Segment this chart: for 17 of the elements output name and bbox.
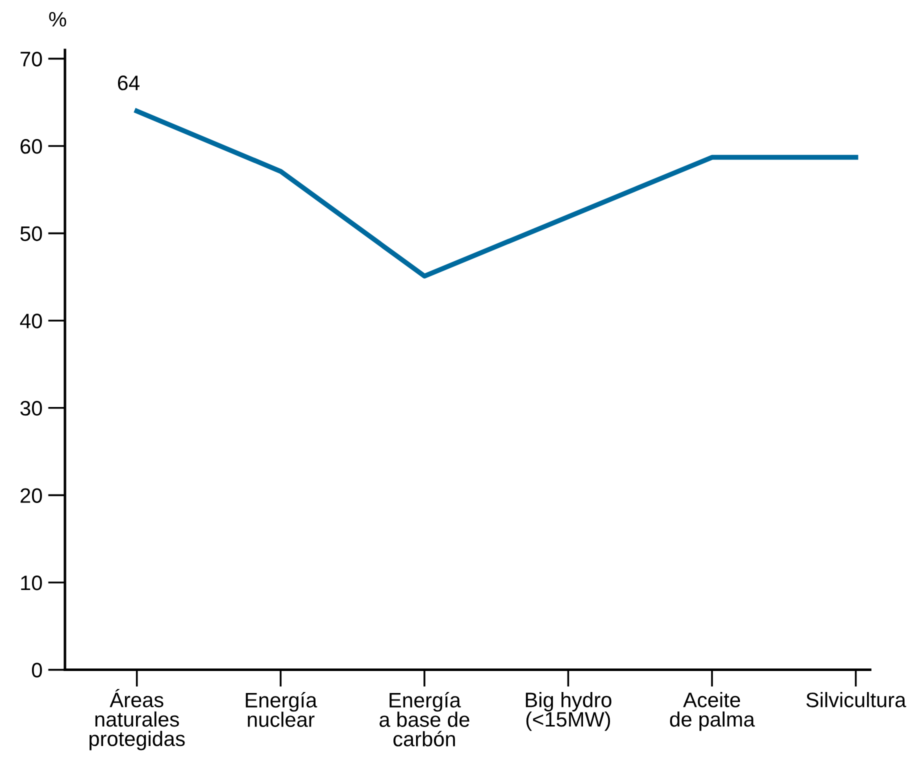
y-tick-label: 60 xyxy=(20,139,42,154)
y-tick-label: 10 xyxy=(21,576,42,590)
data-label: 64 xyxy=(118,76,140,90)
y-tick-label: 50 xyxy=(20,226,42,242)
x-tick-label: Silvicultura xyxy=(806,692,906,708)
x-tick-label: Energía nuclear xyxy=(246,692,318,727)
y-tick-label: 30 xyxy=(20,400,42,416)
y-tick-label: 40 xyxy=(20,314,42,328)
x-tick-label: Energía a base de carbón xyxy=(380,692,470,746)
x-tick-label: Big hydro (<15MW) xyxy=(526,692,612,731)
y-axis-title: % xyxy=(49,12,66,27)
y-tick-label: 70 xyxy=(20,52,42,66)
y-tick-label: 20 xyxy=(20,488,42,503)
x-tick-label: Áreas naturales protegidas xyxy=(90,689,185,750)
x-tick-label: Aceite de palma xyxy=(670,692,755,731)
line-series xyxy=(134,108,858,279)
y-tick-label: 0 xyxy=(32,662,42,678)
